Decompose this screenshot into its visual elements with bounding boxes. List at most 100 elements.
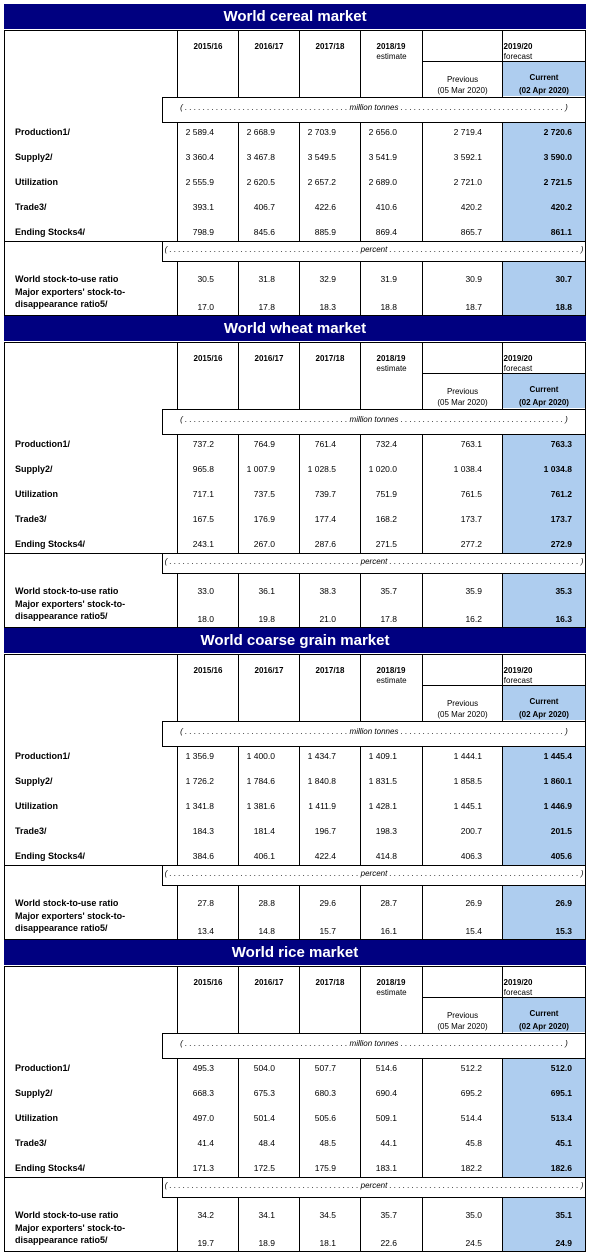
rule [502, 1058, 503, 1177]
rule [360, 261, 361, 315]
unit-percent: ( . . . . . . . . . . . . . . . . . . . … [164, 245, 584, 254]
rule [422, 343, 423, 409]
table-cell: 183.1 [375, 1163, 397, 1173]
table-cell: 28.7 [380, 898, 397, 908]
rule [162, 865, 163, 886]
forecast-year: 2019/20 [503, 354, 533, 363]
market-section: World coarse grain market 2015/16 2016/17 2… [4, 628, 586, 940]
rule [162, 122, 585, 123]
estimate-label: estimate [376, 988, 407, 997]
row-label-supply: Supply2/ [15, 464, 53, 474]
rule [299, 261, 300, 315]
table-cell: 2 555.9 [185, 177, 214, 187]
table-cell: 1 840.8 [307, 776, 336, 786]
previous-date: (05 Mar 2020) [437, 1022, 488, 1031]
table-cell: 173.7 [550, 514, 572, 524]
market-title: World coarse grain market [4, 628, 586, 653]
row-label-utilization: Utilization [15, 801, 58, 811]
table-cell: 1 446.9 [543, 801, 572, 811]
rule [299, 31, 300, 97]
table-cell: 422.6 [314, 202, 336, 212]
row-label-stock-to-use: World stock-to-use ratio [15, 274, 119, 284]
rule [238, 343, 239, 409]
rule [162, 1197, 585, 1198]
market-title: World rice market [4, 940, 586, 965]
forecast-year: 2019/20 [503, 666, 533, 675]
table-cell: 35.7 [380, 586, 397, 596]
year-header: 2015/16 [193, 978, 223, 987]
table-cell: 3 592.1 [453, 152, 482, 162]
year-header: 2016/17 [254, 42, 284, 51]
current-values-highlight [503, 1059, 585, 1177]
rule [502, 1197, 503, 1251]
table-cell: 15.3 [555, 926, 572, 936]
table-cell: 406.1 [253, 851, 275, 861]
current-header-highlight [503, 374, 585, 408]
row-label-exporters-line1: Major exporters' stock-to- [15, 1223, 126, 1233]
table-cell: 509.1 [375, 1113, 397, 1123]
previous-label: Previous [446, 1011, 479, 1020]
rule [5, 553, 585, 554]
current-label: Current [529, 697, 559, 706]
rule [162, 721, 163, 747]
rule [177, 573, 178, 627]
rule [502, 343, 503, 409]
rule [162, 97, 163, 123]
rule [177, 434, 178, 553]
table-cell: 45.1 [555, 1138, 572, 1148]
table-cell: 1 341.8 [185, 801, 214, 811]
forecast-label: forecast [503, 364, 533, 373]
market-table: 2015/16 2016/17 2017/18 2018/19 estimate 2019… [4, 30, 586, 316]
row-label-production: Production1/ [15, 751, 71, 761]
rule [299, 1058, 300, 1177]
previous-date: (05 Mar 2020) [437, 710, 488, 719]
rule [299, 343, 300, 409]
table-cell: 272.9 [550, 539, 572, 549]
rule [422, 434, 423, 553]
table-cell: 48.5 [319, 1138, 336, 1148]
table-cell: 1 400.0 [246, 751, 275, 761]
rule [299, 655, 300, 721]
row-label-utilization: Utilization [15, 489, 58, 499]
table-cell: 668.3 [192, 1088, 214, 1098]
market-title: World cereal market [4, 4, 586, 29]
row-label-exporters-line2: disappearance ratio5/ [15, 299, 108, 309]
rule [299, 746, 300, 865]
table-cell: 3 360.4 [185, 152, 214, 162]
table-cell: 1 860.1 [543, 776, 572, 786]
table-cell: 182.2 [460, 1163, 482, 1173]
table-cell: 26.9 [555, 898, 572, 908]
rule [422, 122, 423, 241]
rule [162, 1177, 163, 1198]
rule [238, 885, 239, 939]
table-cell: 18.8 [380, 302, 397, 312]
year-header: 2016/17 [254, 354, 284, 363]
rule [502, 434, 503, 553]
current-date: (02 Apr 2020) [519, 1022, 569, 1031]
rule [162, 1033, 163, 1059]
table-cell: 26.9 [465, 898, 482, 908]
table-cell: 1 831.5 [368, 776, 397, 786]
rule [360, 343, 361, 409]
table-cell: 35.9 [465, 586, 482, 596]
table-cell: 393.1 [192, 202, 214, 212]
table-cell: 2 689.0 [368, 177, 397, 187]
table-cell: 1 356.9 [185, 751, 214, 761]
rule [299, 122, 300, 241]
rule [238, 434, 239, 553]
table-cell: 19.7 [197, 1238, 214, 1248]
table-cell: 30.5 [197, 274, 214, 284]
table-cell: 16.1 [380, 926, 397, 936]
rule [502, 746, 503, 865]
table-cell: 845.6 [253, 227, 275, 237]
rule [238, 261, 239, 315]
table-cell: 1 411.9 [308, 801, 336, 811]
table-cell: 420.2 [460, 202, 482, 212]
forecast-year: 2019/20 [503, 42, 533, 51]
rule [177, 343, 178, 409]
table-cell: 732.4 [375, 439, 397, 449]
table-cell: 243.1 [192, 539, 214, 549]
table-cell: 18.1 [319, 1238, 336, 1248]
rule [422, 31, 423, 97]
table-cell: 18.3 [319, 302, 336, 312]
